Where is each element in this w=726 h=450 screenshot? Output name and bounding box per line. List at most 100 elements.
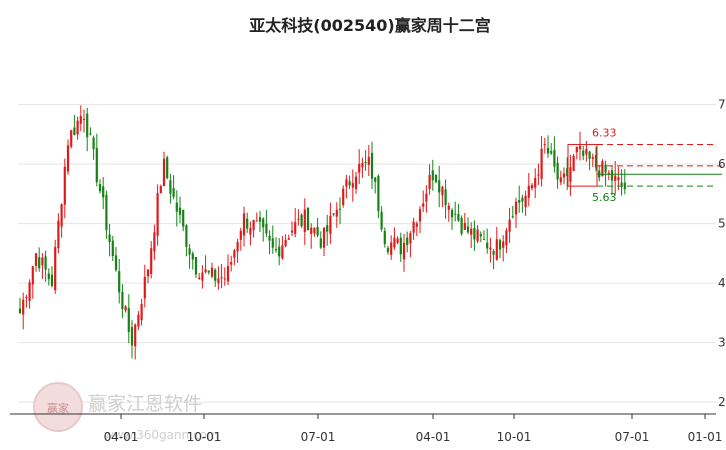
candles [18, 105, 626, 360]
candle-body [300, 214, 303, 227]
candle-body [591, 157, 594, 159]
candle-body [511, 216, 514, 218]
candle-body [22, 299, 25, 315]
candle-body [361, 162, 364, 168]
candle-body [105, 194, 108, 231]
x-tick-label: 01-01 [688, 430, 723, 444]
candle-body [162, 158, 166, 187]
candle-body [332, 213, 335, 215]
candle-body [220, 277, 223, 279]
candle-body [143, 276, 146, 299]
candle-body [60, 204, 63, 227]
candle-body [351, 183, 354, 188]
candle-body [175, 202, 178, 212]
x-tick-label: 07-01 [301, 430, 336, 444]
candle-body [367, 156, 370, 165]
candle-body [89, 133, 92, 135]
candle-body [572, 155, 575, 172]
candle-body [102, 186, 105, 198]
candle-body [556, 162, 559, 180]
candle-body [540, 148, 543, 179]
candle-body [230, 262, 233, 265]
candle-body [130, 326, 134, 346]
candle-body [198, 277, 201, 279]
chart-title: 亚太科技(002540)赢家周十二宫 [249, 16, 490, 35]
candle-body [319, 238, 322, 248]
candle-body [137, 314, 140, 327]
candle-body [604, 164, 607, 173]
candle-body [92, 137, 95, 150]
candle-body [338, 208, 342, 210]
candle-body [406, 237, 409, 246]
candle-body [57, 220, 60, 249]
candle-body [527, 185, 530, 198]
candle-body [450, 210, 454, 218]
candle-body [274, 249, 278, 251]
x-tick-label: 04-01 [416, 430, 451, 444]
candle-body [479, 234, 482, 237]
candle-body [41, 257, 44, 266]
candle-body [150, 248, 153, 274]
candle-body [374, 177, 377, 182]
candle-body [70, 130, 73, 147]
candle-body [489, 247, 492, 250]
candle-body [31, 266, 34, 285]
candle-body [34, 253, 38, 267]
candle-body [463, 222, 466, 230]
candle-body [623, 182, 626, 190]
candle-body [265, 223, 268, 234]
candle-body [518, 200, 521, 203]
candle-body [326, 225, 329, 232]
candle-body [204, 269, 207, 273]
candle-body [111, 240, 114, 257]
candle-body [434, 174, 438, 182]
candle-body [457, 213, 460, 221]
candle-body [262, 218, 265, 228]
candle-body [226, 266, 230, 282]
candle-body [524, 195, 527, 208]
candle-body [134, 324, 137, 347]
candle-body [156, 193, 159, 236]
candle-body [50, 274, 54, 287]
candle-body [201, 272, 204, 281]
x-tick-label: 10-01 [497, 430, 532, 444]
candle-body [425, 193, 428, 202]
candle-body [242, 213, 246, 236]
candle-body [364, 162, 367, 164]
candle-body [377, 175, 380, 212]
candle-body [393, 237, 396, 248]
watermark: 赢家 赢家江恩软件 www.360gann.com [33, 382, 219, 442]
candle-body [185, 225, 188, 247]
candle-body [601, 161, 604, 177]
candle-body [415, 223, 418, 227]
candle-body [191, 253, 194, 260]
candle-body [140, 304, 143, 321]
candle-body [514, 201, 518, 215]
candle-body [255, 220, 258, 222]
candle-body [214, 269, 217, 281]
candle-body [396, 238, 399, 243]
candle-body [297, 218, 300, 220]
candle-body [418, 209, 422, 222]
candle-body [86, 113, 89, 138]
candle-body [534, 177, 537, 188]
candle-body [121, 292, 124, 310]
candle-body [610, 170, 614, 181]
candle-body [588, 151, 591, 159]
candle-body [268, 235, 271, 241]
y-tick-label: 4 [718, 276, 726, 290]
candle-body [566, 168, 569, 177]
watermark-seal-text: 赢家 [47, 401, 69, 415]
candle-body [313, 227, 316, 234]
candle-body [546, 147, 550, 154]
candle-body [409, 233, 412, 244]
candle-body [582, 150, 585, 156]
candle-body [431, 170, 434, 181]
candle-body [271, 238, 274, 248]
candle-body [390, 242, 393, 255]
candle-body [594, 155, 598, 168]
candle-body [290, 230, 294, 233]
watermark-url: www.360gann.com [104, 428, 219, 442]
candle-body [505, 230, 508, 246]
candle-body [124, 306, 127, 311]
